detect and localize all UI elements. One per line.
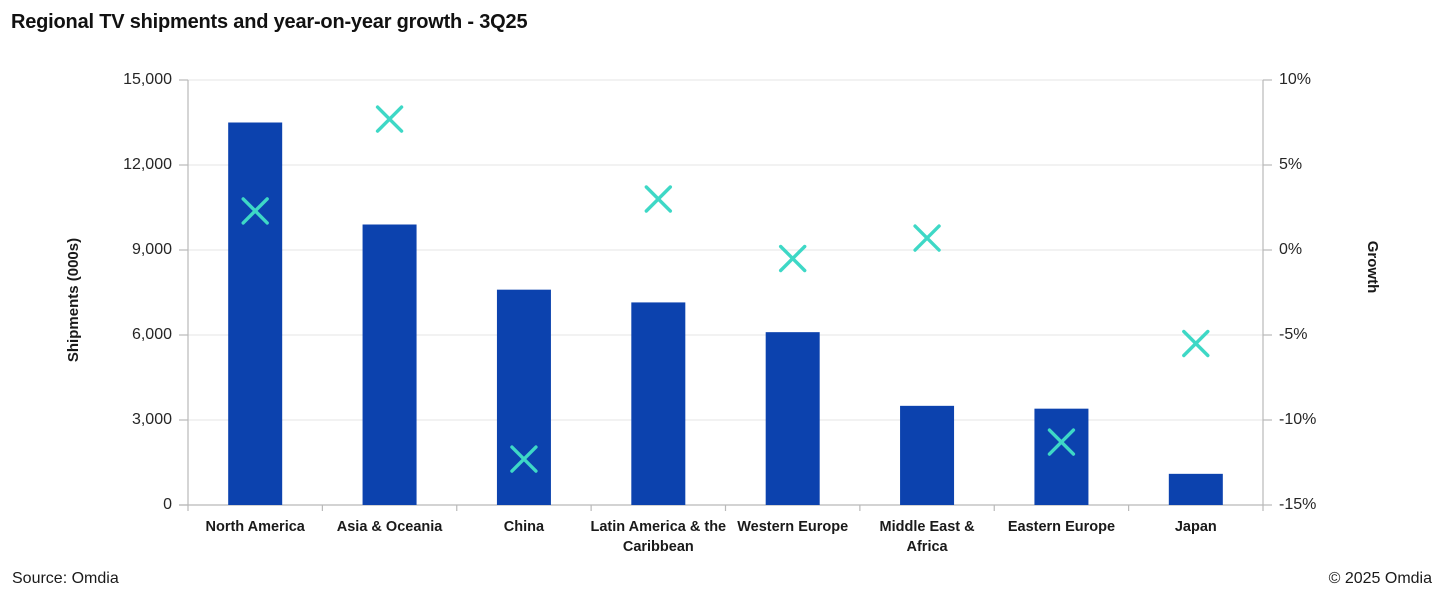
category-label: Western Europe [705, 517, 881, 537]
category-label-line: Caribbean [622, 539, 694, 555]
bar-china [496, 289, 551, 505]
growth-marker-north-america [241, 197, 269, 225]
y-axis-tick-label-right: -15% [1279, 496, 1317, 513]
x-marker-stroke [241, 197, 269, 225]
growth-marker-eastern-europe [1047, 428, 1076, 456]
y-axis-tick-label-left: 0 [163, 496, 172, 513]
source-note: Source: Omdia [12, 570, 119, 587]
chart-title: Regional TV shipments and year-on-year g… [11, 11, 528, 33]
growth-marker-china [510, 445, 538, 473]
growth-marker-latin-america-the-caribbean [644, 185, 673, 213]
category-label: North America [167, 517, 343, 537]
y-axis-tick-label-left: 15,000 [123, 71, 172, 88]
x-marker-stroke [644, 185, 673, 213]
y-axis-tick-label-right: 10% [1279, 71, 1312, 88]
y-axis-tick-label-left: 9,000 [131, 241, 172, 258]
bar-north-america [228, 122, 283, 505]
x-marker-stroke [1047, 428, 1076, 456]
category-label: Asia & Oceania [302, 517, 478, 537]
growth-marker-western-europe [778, 244, 807, 273]
bar-asia-oceania [362, 224, 417, 505]
category-label-line: Western Europe [737, 519, 849, 535]
growth-marker-japan [1182, 329, 1210, 358]
y-axis-tick-label-right: 5% [1279, 156, 1303, 173]
category-label-line: China [503, 519, 545, 535]
bar-western-europe [765, 332, 820, 505]
category-label: Japan [1108, 517, 1284, 537]
category-label-line: Africa [906, 539, 948, 555]
category-label: Middle East & Africa [839, 517, 1015, 557]
y-axis-title-right: Growth [1364, 240, 1381, 294]
category-label: China [436, 517, 612, 537]
category-label: Latin America & the Caribbean [570, 517, 746, 557]
category-label-line: Eastern Europe [1007, 519, 1116, 535]
y-axis-tick-label-left: 12,000 [123, 156, 172, 173]
x-marker-stroke [1182, 329, 1210, 358]
bar-eastern-europe [1034, 408, 1089, 505]
growth-marker-asia-oceania [375, 105, 404, 133]
bar-latin-america-the-caribbean [631, 302, 686, 505]
y-axis-tick-label-right: 0% [1279, 241, 1303, 258]
x-marker-stroke [778, 244, 807, 273]
bar-japan [1168, 473, 1223, 505]
category-label-line: Middle East & [879, 519, 975, 535]
y-axis-tick-label-right: -5% [1279, 326, 1308, 343]
category-label-line: Asia & Oceania [336, 519, 443, 535]
copyright-note: © 2025 Omdia [1328, 570, 1432, 587]
y-axis-title-left: Shipments (000s) [65, 237, 82, 363]
bar-middle-east-africa [900, 405, 955, 505]
category-label-line: North America [205, 519, 305, 535]
category-label-line: Japan [1174, 519, 1217, 535]
growth-marker-middle-east-africa [913, 224, 941, 252]
category-label: Eastern Europe [973, 517, 1149, 537]
x-marker-stroke [375, 105, 404, 133]
y-axis-tick-label-right: -10% [1279, 411, 1317, 428]
y-axis-tick-label-left: 6,000 [131, 326, 172, 343]
x-marker-stroke [913, 224, 941, 252]
x-marker-stroke [510, 445, 538, 473]
y-axis-tick-label-left: 3,000 [131, 411, 172, 428]
category-label-line: Latin America & the [590, 519, 727, 535]
